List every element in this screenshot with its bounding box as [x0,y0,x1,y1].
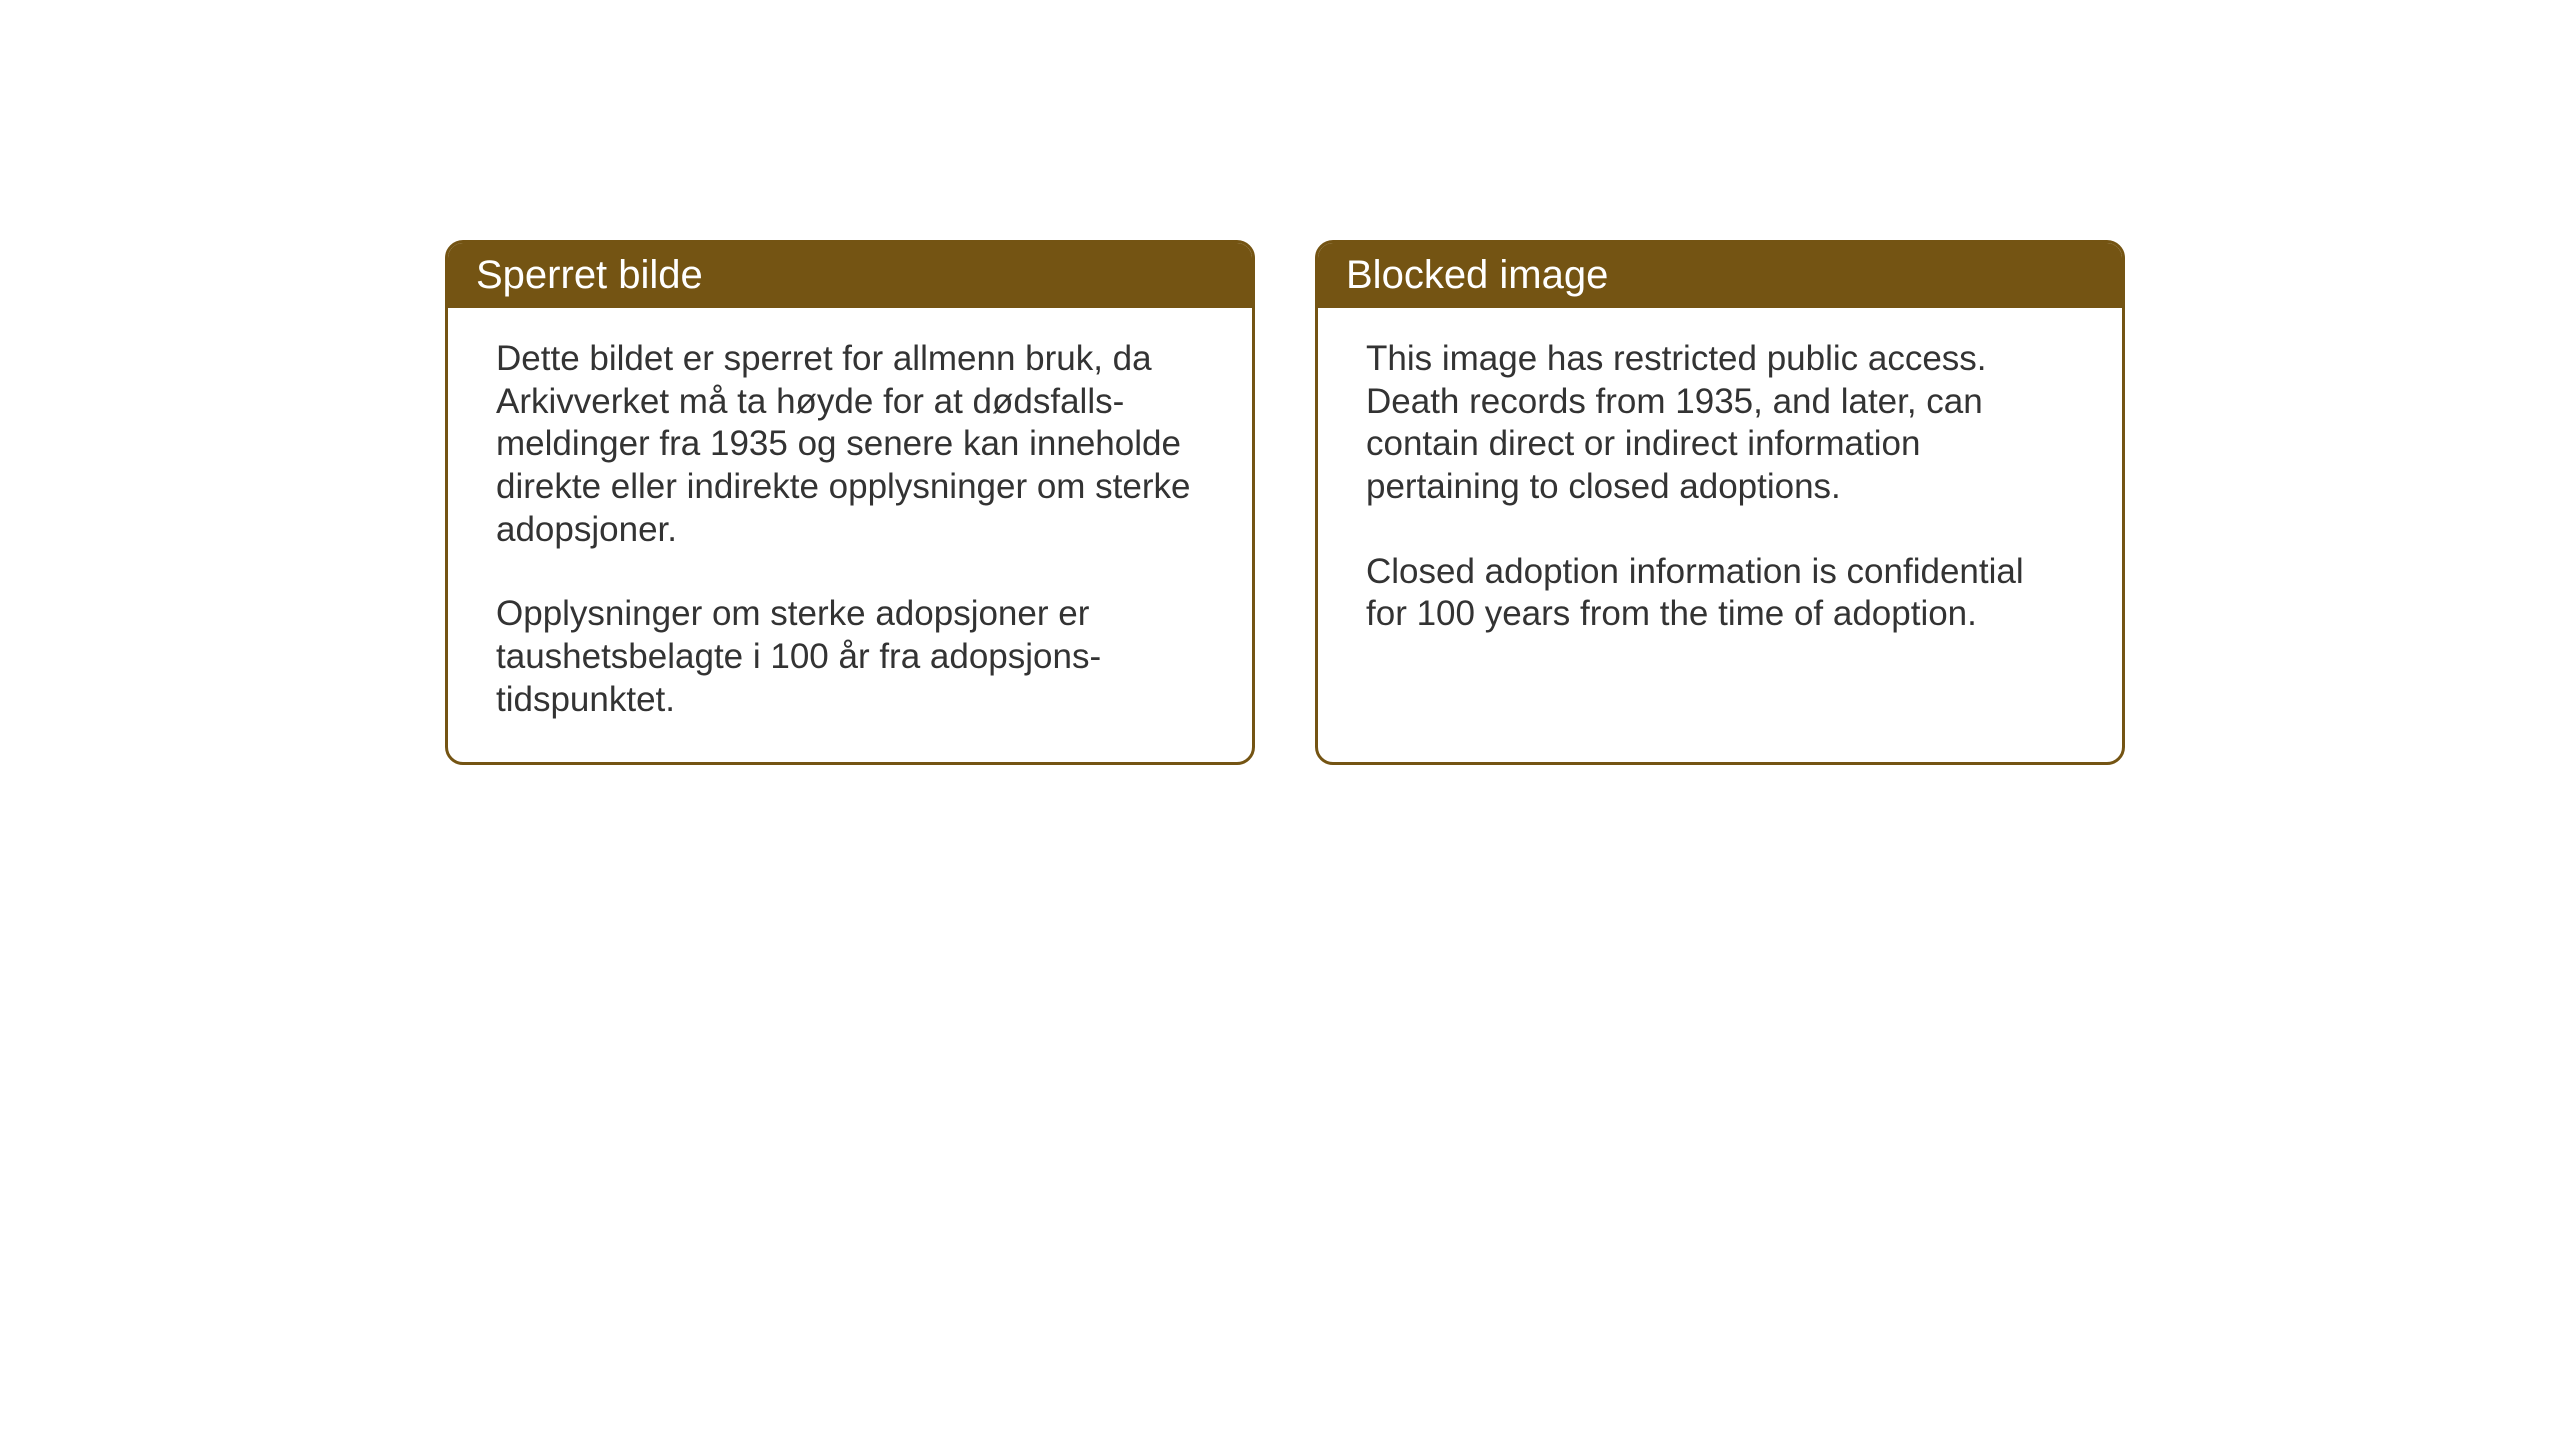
notice-paragraph-2-english: Closed adoption information is confident… [1366,551,2074,636]
notice-box-norwegian: Sperret bilde Dette bildet er sperret fo… [445,240,1255,765]
notice-body-english: This image has restricted public access.… [1318,308,2122,738]
notice-title-english: Blocked image [1346,253,1608,297]
notice-body-norwegian: Dette bildet er sperret for allmenn bruk… [448,308,1252,762]
notice-paragraph-1-norwegian: Dette bildet er sperret for allmenn bruk… [496,338,1204,551]
notice-container: Sperret bilde Dette bildet er sperret fo… [445,240,2125,765]
notice-header-english: Blocked image [1318,243,2122,308]
notice-paragraph-1-english: This image has restricted public access.… [1366,338,2074,509]
notice-header-norwegian: Sperret bilde [448,243,1252,308]
notice-box-english: Blocked image This image has restricted … [1315,240,2125,765]
notice-title-norwegian: Sperret bilde [476,253,703,297]
notice-paragraph-2-norwegian: Opplysninger om sterke adopsjoner er tau… [496,593,1204,721]
